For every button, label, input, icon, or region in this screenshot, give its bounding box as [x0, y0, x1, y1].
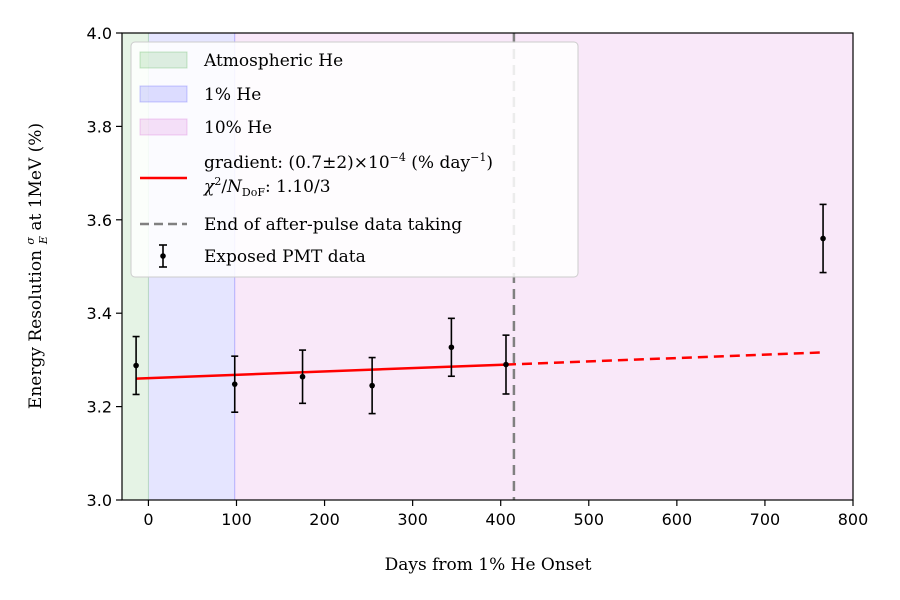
point-marker	[133, 362, 139, 369]
x-tick-label-300: 300	[397, 510, 428, 529]
y-tick-label-3.8: 3.8	[87, 117, 112, 136]
legend-swatch-points	[159, 244, 167, 268]
data-point-2	[299, 349, 307, 405]
point-marker	[503, 361, 509, 368]
point-marker	[369, 382, 375, 389]
y-tick-label-3: 3.0	[87, 491, 112, 510]
fit-line-layer	[136, 351, 824, 380]
x-tick-label-800: 800	[838, 510, 869, 529]
legend-frame	[130, 41, 579, 278]
x-tick-label-200: 200	[309, 510, 340, 529]
data-point-1	[231, 355, 239, 414]
x-axis-ticks: 0 100 200 300 400 500 600 700 800	[143, 500, 868, 529]
legend: Atmospheric He 1% He 10% He gradient: (0…	[130, 41, 579, 278]
data-point-3	[368, 356, 376, 415]
fit-line-solid	[136, 363, 507, 380]
x-tick-label-400: 400	[485, 510, 516, 529]
legend-label-10pct: 10% He	[204, 118, 272, 138]
x-tick-label-500: 500	[574, 510, 605, 529]
data-points-layer	[132, 203, 827, 415]
legend-label-vline: End of after-pulse data taking	[204, 215, 462, 235]
plot-frame	[121, 32, 854, 501]
legend-swatch-1pct	[139, 85, 188, 103]
legend-swatch-10pct	[139, 118, 188, 136]
y-tick-label-3.2: 3.2	[87, 398, 112, 417]
y-tick-label-3.6: 3.6	[87, 211, 112, 230]
fit-line-dashed	[505, 351, 824, 366]
data-point-0	[132, 335, 140, 396]
x-tick-label-0: 0	[143, 510, 153, 529]
legend-label-1pct: 1% He	[204, 85, 261, 105]
point-marker	[820, 235, 826, 242]
y-tick-label-3.4: 3.4	[87, 304, 112, 323]
y-axis-ticks: 3.0 3.2 3.4 3.6 3.8 4.0	[87, 24, 122, 510]
data-point-4	[447, 317, 455, 378]
y-axis-label: Energy Resolution σE at 1MeV (%)	[24, 123, 50, 409]
x-tick-label-600: 600	[662, 510, 693, 529]
legend-label-fit-chi2: χ2/NDoF: 1.10/3	[203, 175, 331, 199]
legend-label-fit-gradient: gradient: (0.7±2)×10−4 (% day−1)	[204, 151, 493, 173]
data-point-5	[502, 334, 510, 395]
point-marker	[231, 381, 238, 387]
point-marker	[448, 344, 455, 351]
x-tick-label-100: 100	[221, 510, 252, 529]
point-marker	[299, 373, 306, 380]
legend-swatch-atmospheric	[139, 51, 188, 69]
y-tick-label-4: 4.0	[87, 24, 112, 43]
legend-label-atmospheric: Atmospheric He	[203, 51, 343, 71]
x-tick-label-700: 700	[750, 510, 781, 529]
x-axis-label: Days from 1% He Onset	[385, 555, 592, 575]
data-point-6	[819, 203, 827, 274]
legend-label-points: Exposed PMT data	[204, 247, 366, 267]
